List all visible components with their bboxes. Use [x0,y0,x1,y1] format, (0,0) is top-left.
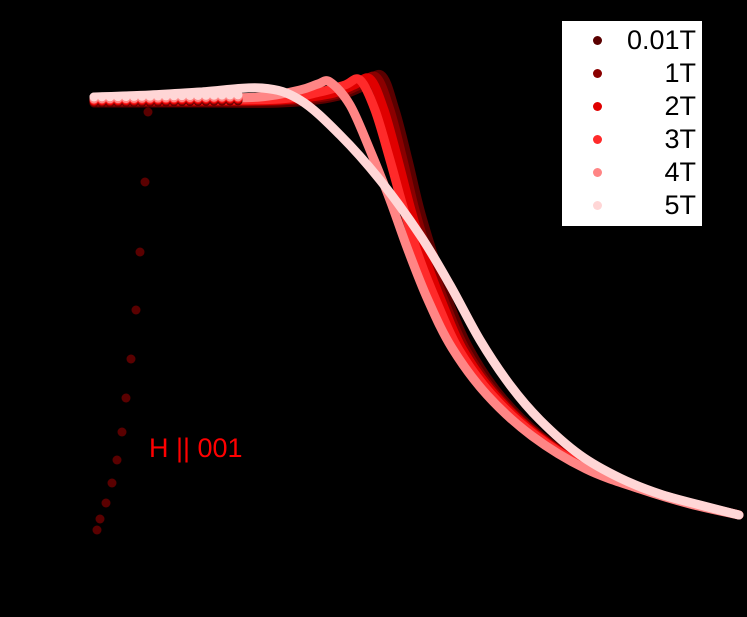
data-point [97,92,107,102]
data-point [113,92,123,102]
legend-marker-icon [593,168,602,177]
zfc-data-point [117,427,127,437]
data-point [233,90,243,100]
data-point [169,91,179,101]
legend-marker-icon [593,135,602,144]
legend-item-0.01T: 0.01T [562,24,702,57]
data-series-dots [89,90,243,535]
zfc-data-point [95,514,105,524]
legend-label: 5T [664,190,696,220]
legend-marker-icon [593,69,602,78]
zfc-data-point [121,393,131,403]
zfc-data-point [143,107,153,117]
legend-item-5T: 5T [562,189,702,222]
data-point [89,92,99,102]
data-point [161,91,171,101]
series-curve-5T [89,83,744,520]
legend-label: 0.01T [626,25,696,55]
data-point [209,90,219,100]
data-point [225,90,235,100]
legend-item-4T: 4T [562,156,702,189]
field-direction-annotation: H || 001 [149,433,243,463]
zfc-data-point [140,177,150,187]
data-point [177,91,187,101]
zfc-data-point [107,478,117,488]
zfc-data-point [131,305,141,315]
legend-marker-icon [593,102,602,111]
legend-label: 1T [664,58,696,88]
data-point [185,91,195,101]
data-point [153,91,163,101]
legend-label: 2T [664,91,696,121]
data-point [201,90,211,100]
data-point [145,91,155,101]
legend-marker-icon [593,201,602,210]
data-point [137,91,147,101]
legend-label: 3T [664,124,696,154]
legend-item-2T: 2T [562,90,702,123]
data-point [217,90,227,100]
zfc-data-point [112,455,122,465]
data-series-curves [89,69,744,520]
legend-marker-icon [593,36,602,45]
legend-item-1T: 1T [562,57,702,90]
data-point [105,92,115,102]
zfc-data-point [101,498,111,508]
legend: 0.01T 1T 2T 3T 4T 5T [562,21,702,226]
zfc-data-point [135,247,145,257]
data-point [129,91,139,101]
data-point [121,92,131,102]
data-point [193,90,203,100]
zfc-data-point [92,525,102,535]
legend-item-3T: 3T [562,123,702,156]
zfc-data-point [126,354,136,364]
legend-label: 4T [664,157,696,187]
